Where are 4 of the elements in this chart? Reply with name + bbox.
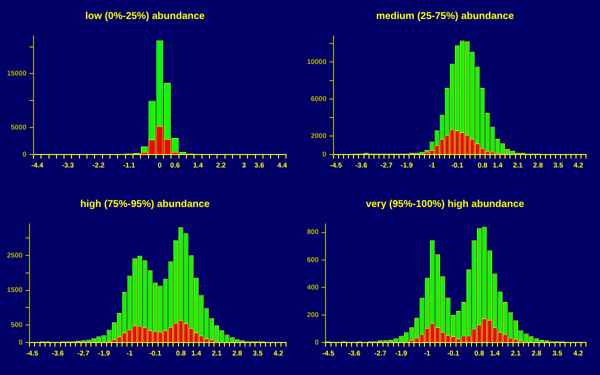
chart-title: very (95%-100%) high abundance xyxy=(366,198,525,210)
chart-title: high (75%-95%) abundance xyxy=(80,198,210,210)
chart-title: medium (25-75%) abundance xyxy=(376,10,514,22)
chart-title: low (0%-25%) abundance xyxy=(85,10,206,22)
